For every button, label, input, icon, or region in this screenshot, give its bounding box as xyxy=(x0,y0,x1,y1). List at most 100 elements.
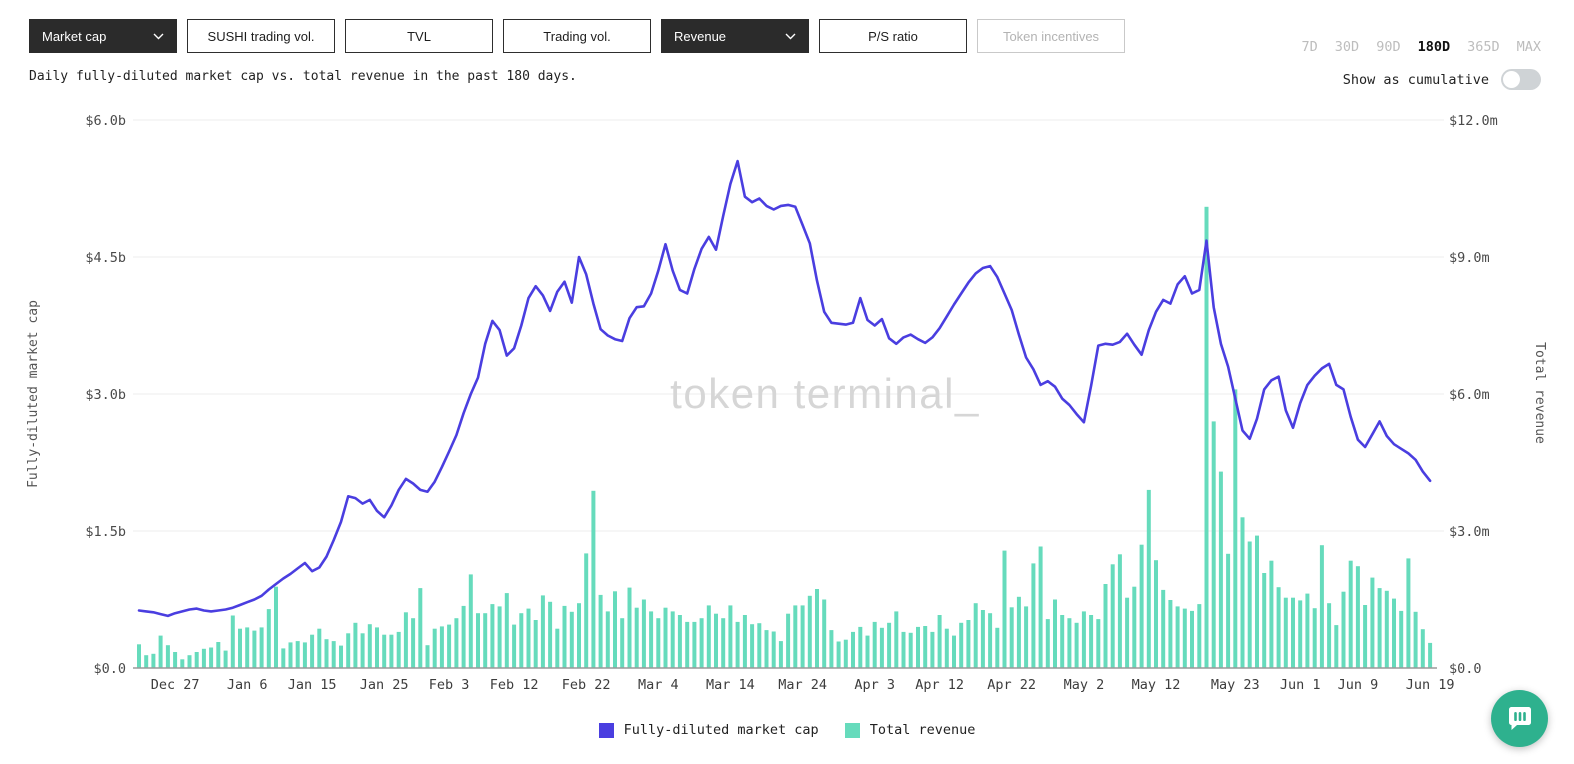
revenue-bar xyxy=(526,608,531,668)
metric-button-label: P/S ratio xyxy=(868,28,918,44)
revenue-bar xyxy=(339,645,343,668)
revenue-bar xyxy=(1089,615,1094,668)
right-axis-title: Total revenue xyxy=(1532,342,1547,444)
time-range-180d[interactable]: 180D xyxy=(1417,39,1451,55)
revenue-bar xyxy=(980,610,985,668)
revenue-bar xyxy=(613,591,617,668)
revenue-bar xyxy=(302,642,307,668)
x-axis-tick: Apr 3 xyxy=(854,677,895,693)
revenue-bar xyxy=(706,605,711,668)
revenue-bar xyxy=(1117,554,1122,668)
metric-button-market-cap[interactable]: Market cap xyxy=(29,19,177,53)
revenue-bar xyxy=(1211,421,1216,668)
revenue-bar xyxy=(540,595,545,668)
revenue-bar xyxy=(403,612,408,668)
revenue-bar xyxy=(425,645,430,668)
revenue-bar xyxy=(1002,550,1007,668)
x-axis-tick: Mar 24 xyxy=(778,677,827,693)
revenue-bar xyxy=(1125,597,1130,668)
time-range-30d[interactable]: 30D xyxy=(1334,39,1360,55)
revenue-bar xyxy=(230,615,235,668)
x-axis-tick: May 23 xyxy=(1211,677,1260,693)
metric-button-p-s-ratio[interactable]: P/S ratio xyxy=(819,19,967,53)
revenue-bar xyxy=(1081,611,1086,668)
revenue-bar xyxy=(396,631,401,668)
metric-button-revenue[interactable]: Revenue xyxy=(661,19,809,53)
revenue-bar xyxy=(916,626,920,668)
revenue-bar xyxy=(1399,610,1404,668)
revenue-bar xyxy=(1074,622,1079,668)
chat-launcher-button[interactable] xyxy=(1491,690,1548,747)
revenue-bar xyxy=(1262,573,1267,668)
revenue-bar xyxy=(988,613,993,668)
x-axis-tick: Jun 19 xyxy=(1406,677,1455,693)
revenue-bar xyxy=(317,628,322,668)
metric-button-trading-vol-[interactable]: Trading vol. xyxy=(503,19,651,53)
revenue-bar xyxy=(1341,591,1346,668)
revenue-bar xyxy=(1334,625,1339,668)
metric-button-row: Market cap SUSHI trading vol. TVL Trading v… xyxy=(29,19,1125,53)
revenue-bar xyxy=(627,587,632,668)
revenue-bar xyxy=(1291,597,1295,668)
revenue-bar xyxy=(1377,588,1382,668)
chart-subtitle: Daily fully-diluted market cap vs. total… xyxy=(29,69,577,84)
legend-item-market-cap[interactable]: Fully-diluted market cap xyxy=(598,722,819,738)
metric-button-token-incentives: Token incentives xyxy=(977,19,1125,53)
time-range-90d[interactable]: 90D xyxy=(1376,39,1401,55)
metric-button-tvl[interactable]: TVL xyxy=(345,19,493,53)
revenue-bar xyxy=(1413,611,1418,668)
revenue-bar xyxy=(1060,615,1065,668)
revenue-bar xyxy=(259,627,264,668)
revenue-bar xyxy=(1269,560,1274,668)
revenue-bar xyxy=(591,490,596,668)
revenue-bar xyxy=(577,603,581,668)
revenue-bar xyxy=(1392,598,1396,668)
revenue-bar xyxy=(1406,558,1411,668)
revenue-bar xyxy=(245,627,250,668)
revenue-bar xyxy=(584,553,589,668)
time-range-365d[interactable]: 365D xyxy=(1467,39,1500,55)
revenue-bar xyxy=(367,624,372,668)
revenue-bar xyxy=(165,645,170,668)
revenue-bar xyxy=(1305,593,1310,668)
revenue-bar xyxy=(699,618,704,668)
revenue-bar xyxy=(966,620,971,668)
revenue-bar xyxy=(483,613,488,668)
revenue-bar xyxy=(1161,589,1166,668)
revenue-bar xyxy=(375,627,379,668)
revenue-bar xyxy=(216,642,221,668)
revenue-bar xyxy=(807,595,812,668)
revenue-bar xyxy=(685,621,690,668)
time-range-max[interactable]: MAX xyxy=(1516,39,1541,55)
left-axis-tick: $3.0b xyxy=(85,387,126,403)
revenue-bar xyxy=(843,639,848,668)
cumulative-toggle-row: Show as cumulative xyxy=(1343,69,1541,90)
revenue-bar xyxy=(778,641,783,668)
revenue-bar xyxy=(504,593,509,668)
metric-button-sushi-trading-vol-[interactable]: SUSHI trading vol. xyxy=(187,19,335,53)
revenue-bar xyxy=(641,599,646,668)
right-axis-tick: $3.0m xyxy=(1449,524,1490,540)
cumulative-toggle-switch[interactable] xyxy=(1501,69,1541,90)
x-axis-tick: Feb 12 xyxy=(490,677,539,693)
time-range-7d[interactable]: 7D xyxy=(1301,39,1318,55)
revenue-bar xyxy=(1327,603,1332,668)
x-axis-tick: Jun 9 xyxy=(1338,677,1379,693)
legend-item-revenue[interactable]: Total revenue xyxy=(844,722,975,738)
revenue-bar xyxy=(930,631,935,668)
revenue-bar xyxy=(735,621,740,668)
revenue-bar xyxy=(995,627,1000,668)
revenue-bar xyxy=(649,611,654,668)
revenue-bar xyxy=(519,613,524,668)
revenue-bar xyxy=(194,652,199,668)
revenue-bar xyxy=(1067,618,1072,668)
revenue-bar xyxy=(331,641,336,668)
revenue-bar xyxy=(151,653,156,668)
x-axis-tick: Mar 14 xyxy=(706,677,755,693)
metric-button-label: TVL xyxy=(407,28,431,44)
x-axis-tick: Jan 25 xyxy=(360,677,409,693)
revenue-bar xyxy=(1175,606,1180,668)
revenue-bar xyxy=(1370,577,1375,668)
revenue-bar xyxy=(764,630,769,668)
revenue-bar xyxy=(757,623,762,668)
